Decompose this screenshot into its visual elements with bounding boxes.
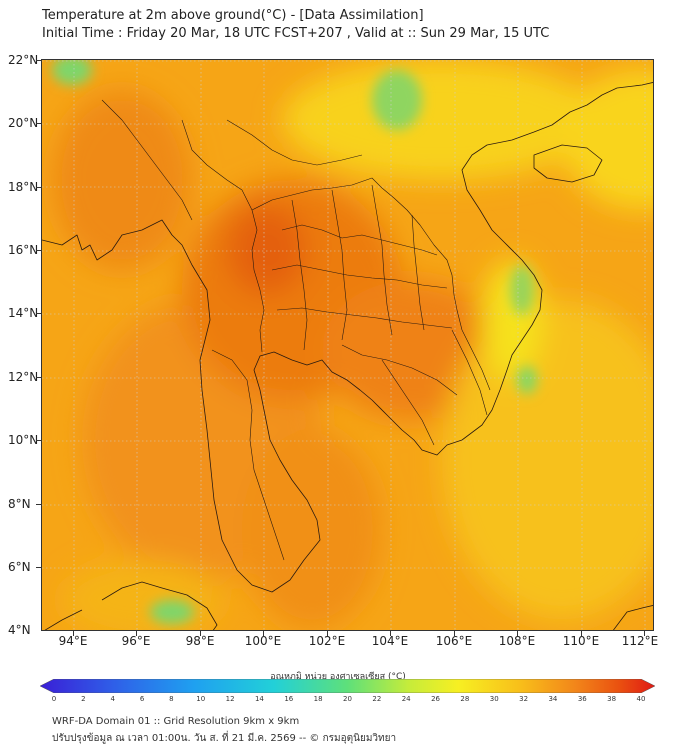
cold-spot-sumatra (150, 600, 194, 624)
cold-spot-south-vietnam (517, 366, 537, 394)
cool-region-northeast (562, 70, 653, 210)
lat-label-22n: 22°N (8, 53, 39, 67)
graticule (42, 60, 653, 630)
colorbar-tick-label: 28 (460, 695, 470, 703)
colorbar-gradient (40, 679, 655, 693)
lat-label-16n: 16°N (8, 243, 39, 257)
colorbar-tick-label: 0 (51, 695, 57, 703)
lon-label-106e: 106°E (435, 634, 473, 648)
lon-label-100e: 100°E (244, 634, 282, 648)
lon-label-98e: 98°E (185, 634, 215, 648)
colorbar-tick-label: 18 (313, 695, 323, 703)
colorbar-tick-label: 10 (196, 695, 206, 703)
colorbar-tick-label: 32 (519, 695, 529, 703)
colorbar-tick-label: 40 (636, 695, 646, 703)
colorbar-tick-label: 2 (81, 695, 86, 703)
lat-label-8n: 8°N (8, 497, 31, 511)
lon-label-104e: 104°E (371, 634, 409, 648)
lat-tick (36, 504, 41, 505)
lon-label-112e: 112°E (621, 634, 659, 648)
cool-region-north (282, 60, 602, 180)
lat-label-10n: 10°N (8, 433, 39, 447)
chart-subtitle: Initial Time : Friday 20 Mar, 18 UTC FCS… (42, 26, 550, 41)
lon-tick (581, 631, 582, 636)
lat-tick (36, 377, 41, 378)
lon-tick (73, 631, 74, 636)
lat-label-12n: 12°N (8, 370, 39, 384)
colorbar-tick-label: 34 (548, 695, 558, 703)
footer-update-info: ปรับปรุงข้อมูล ณ เวลา 01:00น. วัน ส. ที่… (52, 733, 397, 744)
colorbar-tick-label: 22 (372, 695, 382, 703)
lat-label-4n: 4°N (8, 623, 31, 637)
temperature-map (41, 59, 654, 631)
colorbar-tick-label: 4 (110, 695, 115, 703)
lat-label-18n: 18°N (8, 180, 39, 194)
lon-tick (644, 631, 645, 636)
lon-tick (263, 631, 264, 636)
cold-spot-northwest (52, 60, 92, 85)
mainland-coastline (42, 82, 653, 593)
hot-region-central-thailand (227, 205, 307, 295)
lon-tick (454, 631, 455, 636)
borneo-coast (613, 605, 653, 630)
lon-label-108e: 108°E (498, 634, 536, 648)
lat-label-20n: 20°N (8, 116, 39, 130)
colorbar-tick-label: 38 (607, 695, 617, 703)
footer-model-info: WRF-DA Domain 01 :: Grid Resolution 9km … (52, 716, 300, 727)
lat-tick (36, 250, 41, 251)
lon-tick (390, 631, 391, 636)
lon-label-96e: 96°E (121, 634, 151, 648)
colorbar-label: อุณหภูมิ หน่วย องศาเซลเซียส (°C) (270, 672, 406, 682)
colorbar-tick-label: 6 (139, 695, 145, 703)
cold-spot-north (372, 70, 422, 130)
coastlines (42, 82, 653, 630)
lon-tick (517, 631, 518, 636)
lon-label-110e: 110°E (562, 634, 600, 648)
lon-label-102e: 102°E (308, 634, 346, 648)
lat-tick (36, 313, 41, 314)
lat-label-6n: 6°N (8, 560, 31, 574)
colorbar-tick-label: 16 (284, 695, 294, 703)
colorbar-tick-label: 30 (489, 695, 499, 703)
chart-title: Temperature at 2m above ground(°C) - [Da… (42, 8, 424, 23)
lat-tick (36, 60, 41, 61)
warm-region-south-china-sea (442, 300, 653, 620)
lon-tick (200, 631, 201, 636)
warm-region-myanmar (52, 90, 192, 270)
colorbar-tick-label: 14 (254, 695, 264, 703)
lat-tick (36, 440, 41, 441)
lat-label-14n: 14°N (8, 306, 39, 320)
colorbar-tick-label: 26 (431, 695, 441, 703)
sumatra-coast (44, 581, 218, 630)
lat-tick (36, 567, 41, 568)
lon-tick (136, 631, 137, 636)
colorbar-tick-label: 20 (343, 695, 352, 703)
lat-tick (36, 123, 41, 124)
cold-spot-vietnam (510, 265, 534, 315)
colorbar-tick-label: 8 (169, 695, 174, 703)
lon-label-94e: 94°E (58, 634, 88, 648)
colorbar-tick-label: 24 (401, 695, 411, 703)
lon-tick (327, 631, 328, 636)
colorbar (40, 679, 655, 693)
colorbar-tick-label: 36 (577, 695, 587, 703)
lat-tick (36, 187, 41, 188)
colorbar-tick-label: 12 (225, 695, 235, 703)
province-borders (101, 99, 491, 561)
warm-region-malay-peninsula (242, 430, 382, 630)
map-canvas (42, 60, 653, 630)
hainan-island (533, 144, 603, 183)
